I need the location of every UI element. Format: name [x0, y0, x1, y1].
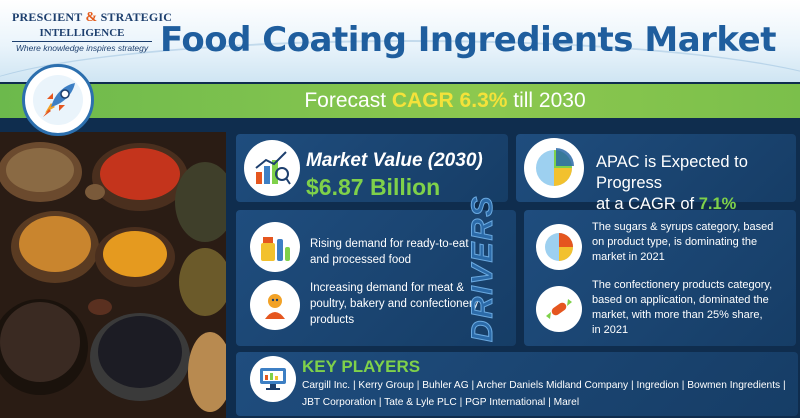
market-chart-icon — [244, 140, 300, 196]
spices-photo — [0, 132, 226, 418]
drivers-heading: DRIVERS — [466, 194, 500, 342]
page-title: Food Coating Ingredients Market — [160, 20, 776, 60]
market-value-amount: $6.87 Billion — [306, 174, 441, 200]
brand-ampersand: & — [85, 10, 98, 25]
brand-name-part1: PRESCIENT — [12, 10, 83, 24]
brand-divider — [12, 41, 152, 42]
driver-2: Increasing demand for meat & poultry, ba… — [310, 282, 479, 326]
cagr-suffix: till 2030 — [513, 89, 586, 112]
key-players-card — [236, 352, 798, 416]
header: PRESCIENT & STRATEGIC INTELLIGENCE Where… — [0, 0, 800, 82]
brand-name-part2: STRATEGIC — [100, 10, 173, 24]
rocket-icon — [22, 64, 94, 136]
meat-bakery-icon — [250, 280, 300, 330]
apac-line1: APAC is Expected to Progress — [596, 153, 748, 192]
key-players-line2: JBT Corporation | Tate & Lyle PLC | PGP … — [302, 397, 580, 408]
apac-cagr-value: 7.1% — [698, 195, 737, 213]
facts-card: The sugars & syrups category, based on p… — [524, 210, 796, 346]
cagr-value: CAGR 6.3% — [391, 89, 508, 112]
candy-icon — [536, 286, 582, 332]
apac-text: APAC is Expected to Progress at a CAGR o… — [596, 152, 796, 215]
cagr-banner: Forecast CAGR 6.3% till 2030 — [0, 84, 800, 118]
apac-line2-prefix: at a CAGR of — [596, 195, 695, 213]
brand-logo: PRESCIENT & STRATEGIC INTELLIGENCE Where… — [12, 10, 172, 53]
brand-tagline: Where knowledge inspires strategy — [15, 43, 149, 53]
sugar-pie-icon — [536, 224, 582, 270]
pie-chart-icon — [524, 138, 584, 198]
drivers-card: Rising demand for ready-to-eat and proce… — [236, 210, 516, 346]
apac-card: APAC is Expected to Progress at a CAGR o… — [516, 134, 796, 213]
key-players-line1: Cargill Inc. | Kerry Group | Buhler AG |… — [302, 380, 786, 391]
key-players-monitor-icon — [250, 356, 296, 402]
key-players-heading: KEY PLAYERS — [302, 357, 421, 376]
market-value-card: Market Value (2030) $6.87 Billion — [236, 134, 508, 202]
driver-1: Rising demand for ready-to-eat and proce… — [310, 238, 469, 266]
ready-to-eat-food-icon — [250, 222, 300, 272]
fact-2: The confectionery products category, bas… — [592, 279, 773, 336]
fact-1: The sugars & syrups category, based on p… — [592, 221, 774, 263]
cagr-prefix: Forecast — [304, 89, 387, 112]
brand-name-part3: INTELLIGENCE — [39, 27, 125, 39]
market-value-label: Market Value (2030) — [306, 150, 483, 171]
